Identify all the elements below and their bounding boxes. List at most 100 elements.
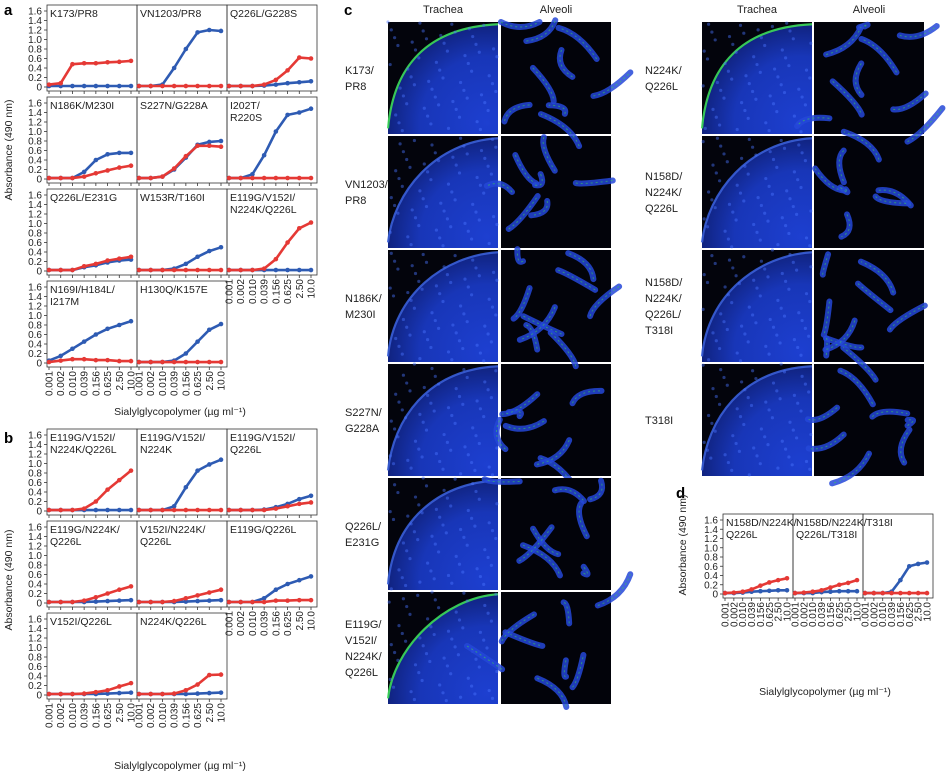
data-point xyxy=(195,359,200,365)
panel-d-ylabel: Absorbance (490 nm) xyxy=(677,495,689,596)
data-point xyxy=(828,585,833,590)
x-tick-label: 0.156 xyxy=(181,371,192,396)
data-point xyxy=(285,240,290,245)
data-point xyxy=(296,55,302,60)
data-point xyxy=(308,56,314,61)
data-point xyxy=(238,507,244,513)
x-tick-label: 0.156 xyxy=(91,703,102,728)
chart-title: Q226L/T318I xyxy=(796,529,857,541)
chart-b-2: E119G/V152I/N224K xyxy=(136,428,228,518)
chart-a-7: Q226L/E231G 00.20.40.60.81.01.21.41.6 xyxy=(28,188,138,278)
y-tick-label: 1.2 xyxy=(28,542,42,553)
panel-c-right-header-alveoli: Alveoli xyxy=(853,4,885,16)
data-point xyxy=(308,220,314,225)
chart-a-4: N186K/M230I 00.20.40.60.81.01.21.41.6 xyxy=(28,96,138,186)
x-tick-label: 0.156 xyxy=(271,279,282,304)
y-tick-label: 0.4 xyxy=(28,340,42,351)
data-point xyxy=(136,691,142,697)
trachea-image xyxy=(700,136,813,249)
data-point xyxy=(128,468,134,473)
y-tick-label: 0.4 xyxy=(28,248,42,259)
data-point xyxy=(148,359,154,365)
x-tick-label: 10.0 xyxy=(127,371,138,391)
y-tick-label: 1.6 xyxy=(704,516,718,527)
data-point xyxy=(195,143,200,149)
data-point xyxy=(46,175,52,181)
y-tick-label: 1.0 xyxy=(28,219,42,230)
data-point xyxy=(128,83,134,89)
panel-c-right-row-label: Q226L/ xyxy=(645,309,682,321)
data-point xyxy=(261,175,267,181)
data-point xyxy=(195,267,200,273)
y-tick-label: 1.2 xyxy=(704,534,718,545)
data-point xyxy=(195,83,200,89)
x-tick-label: 0.039 xyxy=(170,371,181,396)
y-tick-label: 1.0 xyxy=(28,127,42,138)
data-point xyxy=(183,267,189,273)
chart-title: N158D/N224K/ xyxy=(726,517,797,529)
x-tick-label: 0.156 xyxy=(756,602,767,627)
data-point xyxy=(136,175,142,181)
data-point xyxy=(58,353,64,359)
chart-a-10: N169I/H184L/I217M00.20.40.60.81.01.21.41… xyxy=(28,280,138,396)
data-point xyxy=(105,168,110,173)
data-point xyxy=(250,507,255,513)
data-point xyxy=(81,263,87,269)
data-point xyxy=(285,80,290,86)
y-tick-label: 1.0 xyxy=(28,311,42,322)
chart-frame xyxy=(226,520,318,608)
chart-a-3: Q226L/G228S xyxy=(226,4,318,94)
panel-c-left-row-label: PR8 xyxy=(345,81,366,93)
data-point xyxy=(810,589,816,594)
alveoli-image xyxy=(812,105,946,248)
chart-title: Q226L xyxy=(230,444,262,456)
x-tick-label: 0.625 xyxy=(835,602,846,627)
data-point xyxy=(226,267,232,273)
alveoli-image xyxy=(464,571,634,710)
data-point xyxy=(171,267,177,273)
y-tick-label: 1.0 xyxy=(28,35,42,46)
data-point xyxy=(285,598,290,603)
data-point xyxy=(93,157,99,163)
data-point xyxy=(308,175,314,181)
data-point xyxy=(183,691,189,697)
x-tick-label: 0.039 xyxy=(80,371,91,396)
y-tick-label: 1.4 xyxy=(704,525,718,536)
y-tick-label: 1.6 xyxy=(28,615,42,626)
data-point xyxy=(261,82,267,87)
y-tick-label: 0.8 xyxy=(28,137,42,148)
x-tick-label: 0.039 xyxy=(170,703,181,728)
data-point xyxy=(183,359,189,365)
chart-title: E119G/V152I/ xyxy=(140,432,205,444)
chart-b-6: E119G/Q226L 0.001 0.002 0.010 0.039 0.156 0.62… xyxy=(225,520,318,636)
alveoli-image xyxy=(794,21,940,134)
x-tick-label: 0.010 xyxy=(68,371,79,396)
data-point xyxy=(862,590,868,596)
y-tick-label: 0.8 xyxy=(28,45,42,56)
data-point xyxy=(81,174,87,179)
y-tick-label: 0 xyxy=(36,267,42,278)
data-point xyxy=(740,589,746,594)
data-point xyxy=(148,691,154,697)
chart-title: W153R/T160I xyxy=(140,192,205,204)
x-tick-label: 10.0 xyxy=(307,279,318,299)
trachea-image xyxy=(386,136,499,248)
y-tick-label: 1.4 xyxy=(28,440,42,451)
x-tick-label: 0.625 xyxy=(193,703,204,728)
y-tick-label: 0.6 xyxy=(704,562,718,573)
data-point xyxy=(46,599,52,605)
data-point xyxy=(766,588,772,594)
y-tick-label: 0 xyxy=(712,590,718,601)
data-point xyxy=(250,175,255,181)
data-point xyxy=(105,691,110,696)
data-point xyxy=(93,507,99,513)
data-point xyxy=(183,507,189,513)
data-point xyxy=(183,46,189,52)
data-point xyxy=(906,590,912,596)
data-point xyxy=(218,587,224,592)
chart-b-3: E119G/V152I/Q226L xyxy=(226,428,318,518)
y-tick-label: 1.4 xyxy=(28,200,42,211)
x-tick-label: 0.625 xyxy=(193,371,204,396)
chart-title: E119G/V152I/ xyxy=(230,432,295,444)
